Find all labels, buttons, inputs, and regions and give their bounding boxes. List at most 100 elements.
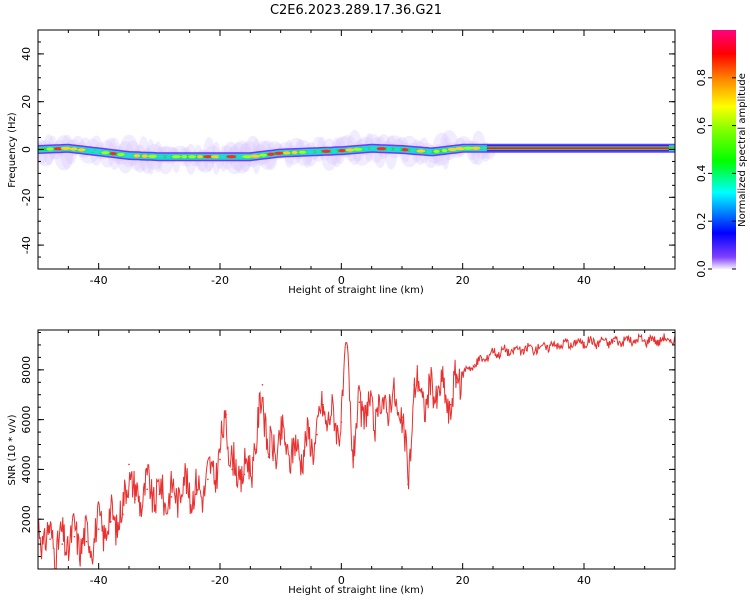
spectrogram-peak	[218, 155, 230, 159]
colorbar-label: Normalized spectral amplitude	[737, 73, 748, 227]
spectrogram-y-label: Frequency (Hz)	[7, 112, 18, 188]
colorbar-gradient	[712, 30, 736, 269]
spectrogram-peak	[77, 148, 86, 152]
top-x-tick-label: -20	[211, 274, 229, 287]
spectrogram-peak	[124, 153, 134, 158]
spectrogram-peak	[46, 147, 54, 151]
bot-y-tick-label: 8000	[20, 356, 33, 384]
snr-point	[128, 463, 130, 466]
colorbar-tick-label: 0.4	[695, 165, 708, 183]
snr-point	[243, 473, 246, 476]
spectrogram-peak	[298, 150, 307, 154]
snr-line	[38, 332, 675, 569]
spectrogram-peak	[117, 152, 126, 157]
spectrogram-peak	[156, 155, 165, 159]
snr-point	[261, 383, 264, 386]
top-x-tick-label: 40	[577, 274, 591, 287]
snr-point	[304, 446, 306, 448]
spectrogram-peak	[321, 149, 331, 153]
snr-point	[49, 538, 51, 540]
spectrogram-peak	[425, 150, 433, 154]
spectrogram-peak	[409, 148, 417, 152]
snr-point	[85, 540, 88, 543]
spectrogram-peak	[393, 147, 401, 151]
snr-point	[316, 433, 318, 436]
snr-point	[73, 535, 76, 538]
spectrogram-peak	[454, 146, 466, 151]
snr-point	[146, 488, 148, 491]
snr-point	[522, 349, 525, 351]
spectrogram-peak	[267, 152, 275, 156]
top-x-tick-label: 0	[338, 274, 345, 287]
spectrogram-peak	[291, 150, 298, 155]
spectrogram-peak	[433, 149, 440, 153]
snr-point	[134, 498, 136, 501]
top-y-tick-label: 40	[20, 47, 33, 61]
bot-x-tick-label: 20	[456, 574, 470, 587]
snr-point	[231, 468, 233, 471]
snr-point	[225, 413, 227, 416]
snr-point	[389, 396, 391, 399]
snr-x-label: Height of straight line (km)	[288, 585, 424, 596]
bot-y-tick-label: 6000	[20, 406, 33, 434]
spectrogram-peak	[196, 155, 204, 159]
spectrogram-peak	[416, 149, 426, 153]
spectrogram-peak	[368, 146, 379, 150]
top-y-tick-label: -40	[20, 236, 33, 254]
spectrogram-peak	[480, 146, 488, 150]
chart-title: C2E6.2023.289.17.36.G21	[270, 3, 442, 18]
bot-x-tick-label: 40	[577, 574, 591, 587]
snr-point	[455, 381, 458, 384]
snr-point	[613, 340, 616, 343]
snr-point	[583, 341, 585, 344]
snr-point	[219, 458, 221, 461]
spectrogram-peak	[171, 155, 182, 159]
snr-point	[292, 453, 294, 456]
spectrogram-peak	[441, 148, 448, 153]
snr-point	[552, 344, 555, 346]
snr-point	[449, 403, 452, 406]
snr-point	[376, 413, 379, 416]
spectrogram-peak	[338, 149, 346, 153]
spectrogram-peak	[250, 154, 261, 158]
spectrogram-peak	[462, 146, 474, 150]
top-y-tick-label: -20	[20, 188, 33, 206]
spectrogram-peak	[352, 147, 363, 152]
snr-point	[643, 339, 646, 341]
spectrogram-peak	[147, 154, 158, 159]
top-x-tick-label: -40	[90, 274, 108, 287]
spectrogram-peak	[181, 155, 188, 159]
snr-point	[158, 493, 161, 496]
spectrogram-peak	[306, 150, 315, 154]
colorbar-tick-label: 0.2	[695, 212, 708, 230]
snr-point	[97, 528, 100, 530]
spectrogram-peak	[259, 153, 268, 157]
snr-point	[110, 520, 112, 523]
snr-point	[267, 456, 270, 458]
bot-x-tick-label: -20	[211, 574, 229, 587]
snr-point	[364, 411, 367, 413]
snr-point	[61, 543, 64, 545]
spectrogram-peak	[226, 155, 237, 159]
snr-point	[407, 483, 409, 486]
colorbar-tick-label: 0.6	[695, 117, 708, 135]
snr-point	[474, 364, 476, 366]
colorbar-tick-label: 0.0	[695, 260, 708, 278]
bot-x-tick-label: -40	[90, 574, 108, 587]
spectrogram-panel: -40 -20 0 20 40 -40 -20 0 20 40 Height of straigh…	[7, 29, 676, 296]
spectrogram-peak	[274, 151, 284, 155]
spectrogram-peak	[242, 155, 253, 159]
snr-point	[425, 398, 428, 401]
snr-point	[279, 438, 282, 441]
spectrogram-peak	[330, 149, 338, 153]
spectrogram-peak	[235, 155, 244, 159]
snr-point	[346, 346, 349, 349]
spectrogram-peak	[362, 147, 369, 151]
spectrogram-peak	[376, 147, 387, 151]
bot-y-tick-label: 2000	[20, 505, 33, 533]
snr-point	[492, 351, 494, 354]
snr-point	[340, 421, 343, 423]
snr-point	[437, 386, 440, 389]
spectrogram-peak	[210, 155, 221, 159]
